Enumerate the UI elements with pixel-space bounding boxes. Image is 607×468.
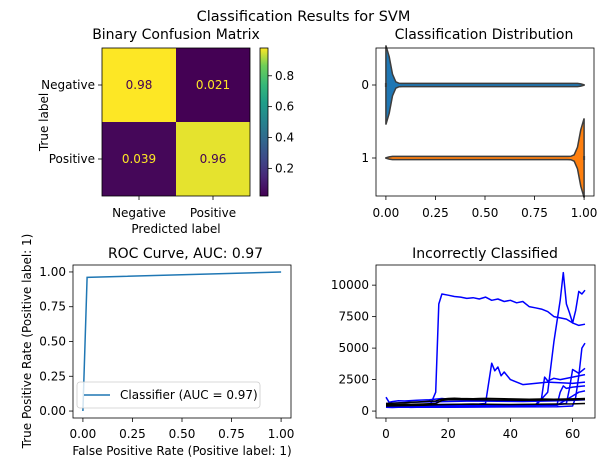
roc-xlabel: False Positive Rate (Positive label: 1) xyxy=(72,444,291,458)
colorbar-tick-label: 0.2 xyxy=(275,161,294,175)
roc-xtick-label: 1.00 xyxy=(268,427,295,441)
incorrect-panel: Incorrectly Classified 0 20 40 60 0 2500 5000 7… xyxy=(331,246,596,441)
roc-xtick-label: 0.50 xyxy=(169,427,196,441)
confusion-cell xyxy=(102,48,176,122)
roc-legend-box xyxy=(76,381,261,409)
confusion-xtick-label: Positive xyxy=(190,206,236,220)
confusion-cell-value: 0.96 xyxy=(200,152,227,166)
confusion-ytick-label: Negative xyxy=(41,78,95,92)
confusion-matrix-panel: Binary Confusion Matrix 0.98 0.021 0.039 0.… xyxy=(37,27,294,236)
roc-ylabel: True Positive Rate (Positive label: 1) xyxy=(20,234,34,450)
roc-ytick-label: 1.00 xyxy=(39,265,66,279)
incorrect-ytick-label: 0 xyxy=(361,404,369,418)
violin-ytick-label: 1 xyxy=(361,151,369,165)
incorrect-ytick-label: 10000 xyxy=(331,278,369,292)
confusion-matrix-frame xyxy=(101,47,251,197)
roc-xtick-label: 0.00 xyxy=(70,427,97,441)
violin-xtick-label: 0.25 xyxy=(422,206,449,220)
violin-xtick-label: 0.50 xyxy=(472,206,499,220)
confusion-cell xyxy=(176,122,250,196)
violin-xtick-label: 0.00 xyxy=(373,206,400,220)
incorrect-ytick-label: 7500 xyxy=(338,310,369,324)
incorrect-xtick-label: 60 xyxy=(565,427,580,441)
incorrect-series-line xyxy=(385,271,586,409)
incorrect-ytick-label: 2500 xyxy=(338,373,369,387)
colorbar-tick-label: 0.8 xyxy=(275,69,294,83)
incorrect-series-line xyxy=(385,397,586,405)
colorbar-tick-label: 0.6 xyxy=(275,100,294,114)
incorrect-series-line xyxy=(385,402,586,407)
roc-panel: ROC Curve, AUC: 0.97 0.00 0.25 0.50 0.75 1.0… xyxy=(20,234,294,458)
colorbar xyxy=(259,47,269,197)
incorrect-series-line xyxy=(385,342,586,409)
incorrect-series-line xyxy=(385,293,586,409)
roc-curve xyxy=(82,271,282,412)
roc-ytick-label: 0.00 xyxy=(39,404,66,418)
violin-shape xyxy=(385,45,585,125)
confusion-cell xyxy=(102,122,176,196)
violin-xtick-label: 1.00 xyxy=(571,206,598,220)
confusion-cell xyxy=(176,48,250,122)
confusion-cell-value: 0.98 xyxy=(126,78,153,92)
roc-ytick-label: 0.50 xyxy=(39,335,66,349)
roc-ytick-label: 0.75 xyxy=(39,300,66,314)
incorrect-xtick-label: 0 xyxy=(382,427,390,441)
incorrect-xtick-label: 40 xyxy=(503,427,518,441)
incorrect-ytick-label: 5000 xyxy=(338,341,369,355)
roc-xtick-label: 0.25 xyxy=(119,427,146,441)
confusion-xtick-label: Negative xyxy=(112,206,166,220)
violin-xtick-label: 0.75 xyxy=(521,206,548,220)
incorrect-series-line xyxy=(385,398,586,406)
confusion-ytick-label: Positive xyxy=(49,152,95,166)
incorrect-frame xyxy=(375,264,596,419)
confusion-matrix-xlabel: Predicted label xyxy=(131,222,220,236)
colorbar-tick-label: 0.4 xyxy=(275,131,294,145)
violin-panel: Classification Distribution 0 1 0.00 0.25 0.… xyxy=(361,27,597,220)
violin-title: Classification Distribution xyxy=(395,27,574,43)
roc-ytick-label: 0.25 xyxy=(39,369,66,383)
confusion-matrix-ylabel: True label xyxy=(37,93,51,152)
confusion-cell-value: 0.039 xyxy=(122,152,156,166)
roc-title: ROC Curve, AUC: 0.97 xyxy=(108,246,263,262)
roc-legend-label: Classifier (AUC = 0.97) xyxy=(120,388,258,402)
roc-xtick-label: 0.75 xyxy=(218,427,245,441)
violin-shape xyxy=(385,118,585,198)
figure-title: Classification Results for SVM xyxy=(197,9,411,25)
incorrect-xtick-label: 20 xyxy=(441,427,456,441)
roc-legend: Classifier (AUC = 0.97) xyxy=(76,381,261,409)
incorrect-series-line xyxy=(385,390,586,407)
incorrect-title: Incorrectly Classified xyxy=(412,246,558,262)
confusion-matrix-title: Binary Confusion Matrix xyxy=(92,27,260,43)
violin-ytick-label: 0 xyxy=(361,78,369,92)
violin-frame xyxy=(375,47,595,197)
confusion-cell-value: 0.021 xyxy=(196,78,230,92)
